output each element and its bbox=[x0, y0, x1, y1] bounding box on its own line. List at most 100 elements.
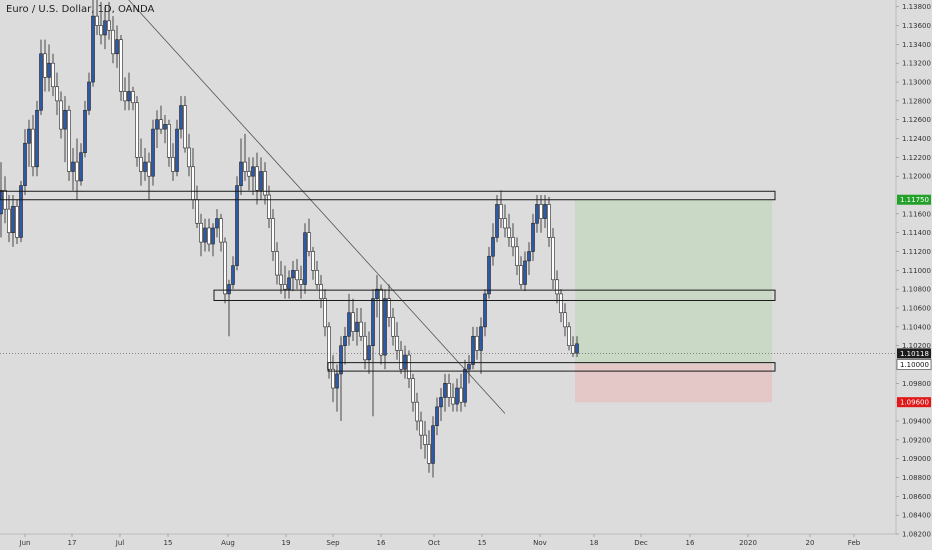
candle-bull bbox=[303, 232, 307, 285]
candle-bull bbox=[335, 373, 339, 389]
y-tick-label: 1.13600 bbox=[902, 22, 931, 30]
candle-bull bbox=[531, 222, 535, 252]
x-tick-label: 15 bbox=[164, 539, 173, 547]
y-tick-label: 1.12800 bbox=[902, 97, 931, 105]
candle-bear bbox=[391, 317, 395, 337]
candle-bull bbox=[11, 206, 15, 233]
candle-bull bbox=[71, 161, 75, 172]
candle-bear bbox=[411, 378, 415, 403]
candle-bull bbox=[495, 204, 499, 238]
x-tick-label: 15 bbox=[478, 539, 487, 547]
candle-bull bbox=[355, 321, 359, 332]
candle-bull bbox=[467, 364, 471, 370]
candle-bull bbox=[371, 298, 375, 346]
candle-bull bbox=[175, 128, 179, 172]
candle-bear bbox=[135, 102, 139, 158]
candle-bear bbox=[503, 218, 507, 229]
candle-bear bbox=[99, 25, 103, 36]
candle-bear bbox=[247, 171, 251, 177]
candle-bear bbox=[447, 383, 451, 398]
candle-bear bbox=[295, 270, 299, 281]
candle-bull bbox=[367, 345, 371, 361]
candle-bear bbox=[255, 166, 259, 191]
candle-bull bbox=[19, 185, 23, 238]
candle-bear bbox=[419, 420, 423, 436]
candle-bull bbox=[115, 39, 119, 55]
y-tick-label: 1.11000 bbox=[902, 267, 931, 275]
candle-bull bbox=[23, 142, 27, 186]
candle-bear bbox=[51, 62, 55, 88]
y-tick-label: 1.12200 bbox=[902, 154, 931, 162]
candle-bear bbox=[327, 326, 331, 370]
y-tick-label: 1.11200 bbox=[902, 248, 931, 256]
candle-bull bbox=[143, 161, 147, 172]
candle-bear bbox=[315, 270, 319, 285]
x-tick-label: 16 bbox=[377, 539, 386, 547]
candle-bear bbox=[379, 288, 383, 356]
candle-bull bbox=[523, 260, 527, 285]
candle-bull bbox=[203, 227, 207, 243]
x-tick-label: Jun bbox=[19, 539, 31, 547]
candle-bull bbox=[483, 293, 487, 328]
candle-bull bbox=[91, 15, 95, 83]
candle-bull bbox=[287, 277, 291, 290]
candle-bear bbox=[423, 434, 427, 445]
candle-bull bbox=[127, 91, 131, 102]
candle-bull bbox=[231, 265, 235, 285]
price-tag-target bbox=[897, 194, 931, 205]
candle-bull bbox=[39, 53, 43, 111]
candle-bear bbox=[123, 91, 127, 102]
candle-bear bbox=[547, 204, 551, 238]
price-tag-label: 1.10118 bbox=[900, 350, 929, 358]
candle-bear bbox=[139, 157, 143, 172]
candle-bull bbox=[487, 255, 491, 295]
sr-zone-3 bbox=[327, 362, 776, 372]
candle-bull bbox=[259, 171, 263, 191]
loss-zone bbox=[575, 363, 772, 403]
price-tag-label: 1.09600 bbox=[900, 399, 929, 407]
candle-bull bbox=[215, 218, 219, 229]
y-tick-label: 1.12600 bbox=[902, 116, 931, 124]
candle-bear bbox=[307, 232, 311, 252]
candle-bear bbox=[427, 444, 431, 464]
candle-bull bbox=[27, 128, 31, 144]
price-tag-level bbox=[896, 359, 932, 370]
candle-bull bbox=[47, 62, 51, 78]
candle-bull bbox=[87, 81, 91, 111]
x-tick-label: Oct bbox=[428, 539, 440, 547]
candle-bear bbox=[359, 321, 363, 337]
candles-group bbox=[0, 0, 579, 478]
candle-bull bbox=[339, 345, 343, 375]
y-tick-label: 1.13800 bbox=[902, 3, 931, 11]
y-tick-label: 1.13200 bbox=[902, 60, 931, 68]
candle-bull bbox=[79, 152, 83, 182]
candle-bear bbox=[119, 39, 123, 92]
x-tick-label: Dec bbox=[634, 539, 648, 547]
candle-bull bbox=[179, 105, 183, 130]
candle-bull bbox=[439, 397, 443, 408]
candle-bear bbox=[299, 279, 303, 285]
candle-bull bbox=[163, 124, 167, 130]
candle-bear bbox=[567, 326, 571, 346]
candle-bear bbox=[271, 218, 275, 252]
candle-bear bbox=[7, 208, 11, 233]
candle-bear bbox=[387, 298, 391, 318]
candle-bear bbox=[147, 161, 151, 177]
symbol-title: Euro / U.S. Dollar, 1D, OANDA bbox=[6, 4, 155, 15]
candle-bear bbox=[243, 161, 247, 172]
candle-bear bbox=[519, 265, 523, 285]
candle-bear bbox=[407, 354, 411, 379]
candle-bear bbox=[167, 124, 171, 158]
candle-bear bbox=[191, 166, 195, 201]
candle-bull bbox=[0, 190, 3, 215]
price-tag-current bbox=[897, 348, 931, 359]
candle-bear bbox=[267, 194, 271, 219]
candle-bull bbox=[455, 387, 459, 405]
sr-zone-1 bbox=[0, 190, 776, 201]
candle-bull bbox=[151, 128, 155, 177]
y-tick-label: 1.09000 bbox=[902, 455, 931, 463]
candle-bear bbox=[539, 204, 543, 219]
